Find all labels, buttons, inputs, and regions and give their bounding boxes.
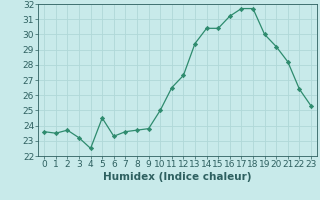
X-axis label: Humidex (Indice chaleur): Humidex (Indice chaleur) — [103, 172, 252, 182]
